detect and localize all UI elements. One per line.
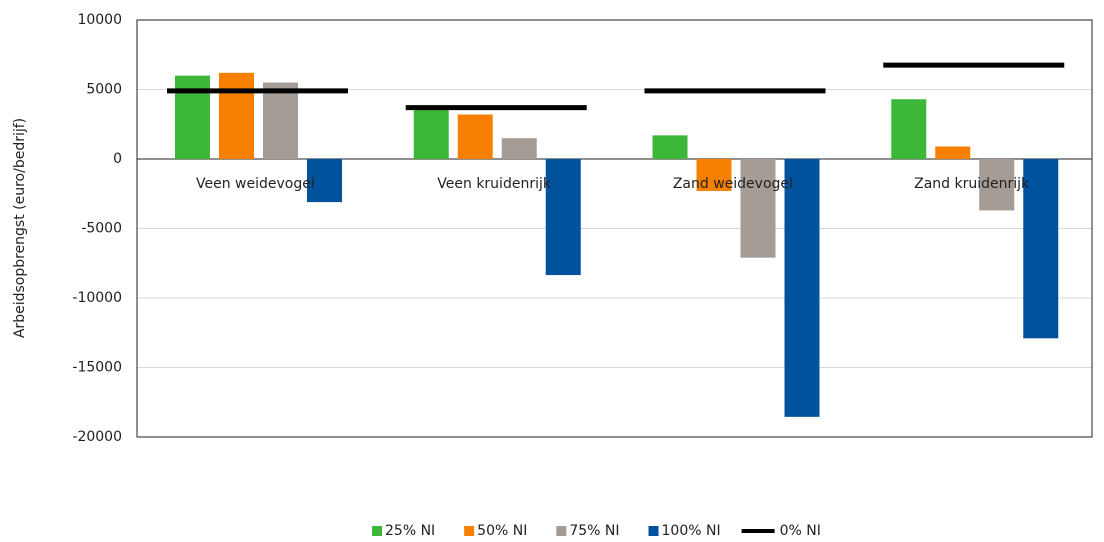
bar (740, 159, 776, 258)
x-tick-label: Zand kruidenrijk (914, 176, 1030, 192)
x-tick-label: Veen kruidenrijk (437, 176, 552, 192)
bar (935, 146, 971, 159)
legend-label: 100% NI (662, 523, 721, 539)
bar (696, 159, 732, 191)
legend-swatch (372, 526, 382, 536)
bar (263, 82, 298, 159)
bar (307, 159, 342, 203)
legend-swatch (648, 526, 659, 536)
bar (652, 135, 688, 159)
legend-label: 25% NI (385, 523, 435, 539)
y-tick-label: -15000 (72, 360, 122, 376)
bar (1023, 159, 1059, 339)
bar (501, 138, 537, 159)
bar (545, 159, 581, 276)
bar (175, 75, 210, 159)
legend-swatch (464, 526, 475, 536)
bar (457, 114, 493, 159)
plot-frame (136, 19, 1093, 438)
bar (979, 159, 1015, 211)
bar (413, 106, 449, 159)
y-tick-label: -10000 (72, 290, 122, 306)
x-tick-label: Zand weidevogel (673, 176, 793, 192)
legend-label: 0% NI (780, 523, 821, 539)
bar (219, 72, 254, 159)
y-tick-label: 5000 (86, 82, 122, 98)
y-tick-label: -20000 (72, 429, 122, 445)
y-tick-label: 10000 (77, 12, 122, 28)
legend-label: 75% NI (569, 523, 619, 539)
legend-swatch (556, 526, 567, 536)
bar (891, 99, 927, 159)
y-axis-label: Arbeidsopbrengst (euro/bedrijf) (12, 118, 28, 338)
y-tick-label: 0 (113, 151, 122, 167)
y-tick-label: -5000 (81, 221, 122, 237)
x-tick-label: Veen weidevogel (196, 176, 315, 192)
bar (784, 159, 820, 417)
legend-label: 50% NI (477, 523, 527, 539)
